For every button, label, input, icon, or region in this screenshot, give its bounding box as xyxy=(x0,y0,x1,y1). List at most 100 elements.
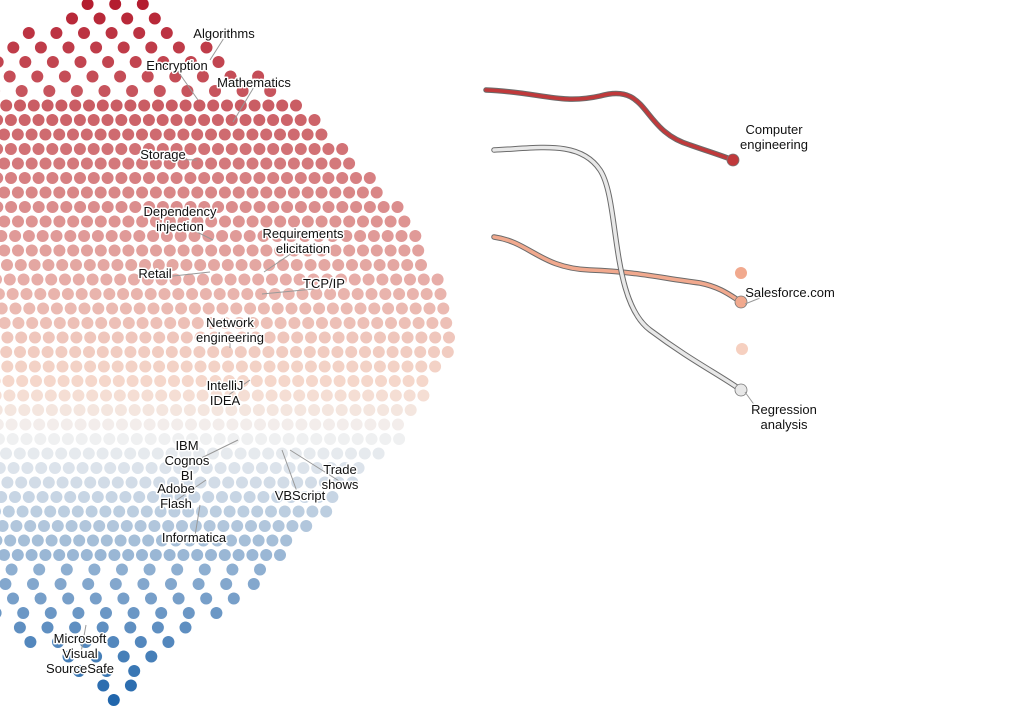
skill-dot xyxy=(170,562,184,577)
skill-dot xyxy=(290,359,304,374)
skill-dot xyxy=(309,432,323,446)
skill-dot xyxy=(395,301,409,316)
skill-dot xyxy=(27,345,41,359)
skill-dot xyxy=(99,388,113,403)
skill-dot xyxy=(91,301,105,316)
skill-dot xyxy=(260,316,274,330)
skill-dot xyxy=(413,345,427,359)
skill-dot xyxy=(18,200,32,214)
skill-dot xyxy=(273,185,287,200)
skill-dot xyxy=(287,316,302,330)
skill-dot xyxy=(195,374,209,388)
skill-dot xyxy=(348,272,362,287)
skill-dot xyxy=(28,330,42,345)
skill-dot xyxy=(375,388,389,403)
skill-dot xyxy=(428,330,442,345)
skill-dot xyxy=(177,214,191,229)
skill-dot xyxy=(305,374,319,388)
skill-dot xyxy=(53,577,68,591)
skill-dot xyxy=(73,200,87,214)
skill-dot xyxy=(252,533,266,548)
skill-dot xyxy=(0,345,13,359)
skill-dot xyxy=(15,374,29,388)
skill-dot xyxy=(265,533,280,548)
skill-dot xyxy=(175,519,189,533)
skill-dot xyxy=(386,258,401,272)
skill-dot xyxy=(166,330,180,345)
skill-dot xyxy=(6,40,20,55)
skill-dot xyxy=(100,142,115,156)
skill-dot xyxy=(356,316,371,330)
skill-dot xyxy=(73,55,88,69)
skill-dot xyxy=(301,127,315,142)
skill-dot xyxy=(363,417,378,432)
skill-dot xyxy=(152,330,166,345)
skill-dot xyxy=(259,185,273,200)
skill-dot xyxy=(272,519,286,533)
skill-dot xyxy=(219,577,233,591)
skill-dot xyxy=(172,461,186,475)
trajectory-end-dot xyxy=(726,153,740,167)
skill-dot xyxy=(193,258,207,272)
skill-dot xyxy=(192,446,206,461)
skill-dot xyxy=(130,432,144,446)
skill-dot xyxy=(359,330,373,345)
skill-dot xyxy=(25,185,39,200)
skill-dot xyxy=(66,156,80,171)
skill-dot xyxy=(56,374,71,388)
skill-dot xyxy=(399,345,414,359)
skill-dot xyxy=(84,374,98,388)
skill-dot xyxy=(4,171,18,185)
skill-dot xyxy=(343,316,357,330)
skill-dot xyxy=(351,432,365,446)
skill-dot xyxy=(110,258,124,272)
skill-dot xyxy=(218,214,232,229)
skill-dot xyxy=(132,490,146,504)
skill-dot xyxy=(127,388,141,403)
skill-dot xyxy=(349,200,363,214)
skill-dot xyxy=(57,388,72,403)
skill-dot xyxy=(72,272,86,287)
skill-dot xyxy=(1,374,15,388)
skill-dot xyxy=(280,171,294,185)
skill-dot xyxy=(107,185,122,200)
skill-dot xyxy=(315,316,329,330)
skill-dot xyxy=(238,113,253,127)
skill-dot xyxy=(38,243,53,258)
skill-dot xyxy=(55,258,69,272)
skill-leader-line xyxy=(193,504,201,543)
skill-dot xyxy=(0,446,13,461)
skill-dot xyxy=(23,519,37,533)
skill-dot xyxy=(22,301,36,316)
skill-dot xyxy=(15,504,30,519)
skill-dot xyxy=(416,388,431,403)
skill-dot xyxy=(414,359,428,374)
skill-dot xyxy=(335,171,349,185)
skill-dot xyxy=(24,548,39,562)
skill-dot xyxy=(232,316,246,330)
skill-dot xyxy=(87,200,101,214)
skill-dot xyxy=(207,330,221,345)
skill-dot xyxy=(303,345,317,359)
skill-dot xyxy=(109,446,123,461)
skill-dot xyxy=(252,171,266,185)
skill-dot xyxy=(43,374,57,388)
skill-dot xyxy=(65,11,79,26)
skill-dot xyxy=(330,446,344,461)
skill-dot xyxy=(265,388,279,403)
skill-dot xyxy=(301,214,315,229)
skill-dot xyxy=(133,301,147,316)
skill-dot xyxy=(77,301,92,316)
skill-dot xyxy=(425,316,440,330)
skill-dot xyxy=(34,40,48,55)
skill-dot xyxy=(221,258,235,272)
skill-dot xyxy=(205,316,219,330)
skill-dot xyxy=(112,374,126,388)
skill-dot xyxy=(218,316,232,330)
skill-dot xyxy=(0,229,8,243)
skill-dot xyxy=(388,374,402,388)
skill-dot xyxy=(345,330,360,345)
skill-dot xyxy=(348,403,363,417)
skill-dot xyxy=(335,142,349,156)
skill-dot xyxy=(323,287,337,301)
